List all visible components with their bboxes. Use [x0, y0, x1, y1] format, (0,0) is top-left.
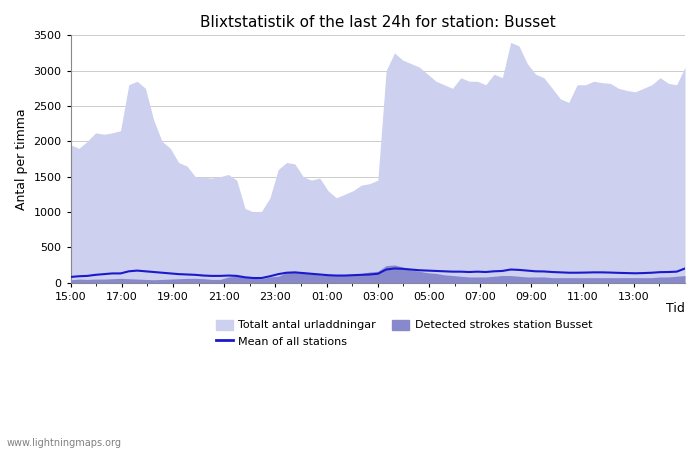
Text: Tid: Tid [666, 302, 685, 315]
Legend: Totalt antal urladdningar, Mean of all stations, Detected strokes station Busset: Totalt antal urladdningar, Mean of all s… [211, 315, 596, 351]
Y-axis label: Antal per timma: Antal per timma [15, 108, 28, 210]
Text: www.lightningmaps.org: www.lightningmaps.org [7, 438, 122, 448]
Title: Blixtstatistik of the last 24h for station: Busset: Blixtstatistik of the last 24h for stati… [200, 15, 556, 30]
